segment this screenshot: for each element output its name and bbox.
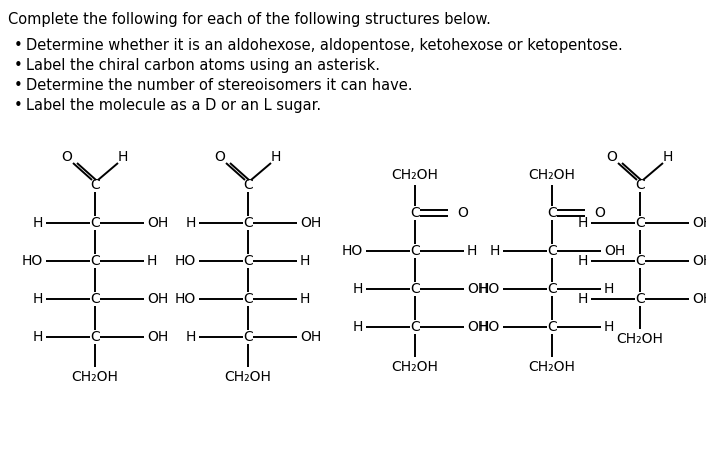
- Text: C: C: [547, 320, 557, 334]
- Text: •: •: [14, 98, 23, 113]
- Text: H: H: [467, 244, 477, 258]
- Text: C: C: [243, 216, 253, 230]
- Text: C: C: [410, 244, 420, 258]
- Text: CH₂OH: CH₂OH: [529, 360, 575, 374]
- Text: C: C: [90, 254, 100, 268]
- Text: CH₂OH: CH₂OH: [392, 168, 438, 182]
- Text: H: H: [300, 254, 311, 268]
- Text: C: C: [243, 178, 253, 192]
- Text: H: H: [271, 150, 281, 164]
- Text: OH: OH: [147, 292, 168, 306]
- Text: C: C: [410, 206, 420, 220]
- Text: HO: HO: [342, 244, 363, 258]
- Text: H: H: [147, 254, 157, 268]
- Text: Label the molecule as a D or an L sugar.: Label the molecule as a D or an L sugar.: [26, 98, 321, 113]
- Text: C: C: [243, 330, 253, 344]
- Text: C: C: [90, 216, 100, 230]
- Text: •: •: [14, 58, 23, 73]
- Text: H: H: [604, 282, 614, 296]
- Text: H: H: [300, 292, 311, 306]
- Text: HO: HO: [22, 254, 43, 268]
- Text: O: O: [215, 150, 225, 164]
- Text: H: H: [32, 330, 43, 344]
- Text: H: H: [578, 292, 588, 306]
- Text: OH: OH: [692, 254, 706, 268]
- Text: C: C: [410, 320, 420, 334]
- Text: OH: OH: [147, 216, 168, 230]
- Text: OH: OH: [147, 330, 168, 344]
- Text: O: O: [594, 206, 605, 220]
- Text: C: C: [547, 244, 557, 258]
- Text: CH₂OH: CH₂OH: [392, 360, 438, 374]
- Text: C: C: [547, 206, 557, 220]
- Text: C: C: [547, 282, 557, 296]
- Text: O: O: [457, 206, 468, 220]
- Text: Determine the number of stereoisomers it can have.: Determine the number of stereoisomers it…: [26, 78, 412, 93]
- Text: Label the chiral carbon atoms using an asterisk.: Label the chiral carbon atoms using an a…: [26, 58, 380, 73]
- Text: HO: HO: [479, 320, 500, 334]
- Text: OH: OH: [467, 320, 489, 334]
- Text: C: C: [90, 178, 100, 192]
- Text: H: H: [352, 320, 363, 334]
- Text: H: H: [118, 150, 128, 164]
- Text: O: O: [606, 150, 618, 164]
- Text: C: C: [243, 292, 253, 306]
- Text: CH₂OH: CH₂OH: [529, 168, 575, 182]
- Text: H: H: [32, 216, 43, 230]
- Text: H: H: [663, 150, 674, 164]
- Text: •: •: [14, 78, 23, 93]
- Text: C: C: [410, 282, 420, 296]
- Text: H: H: [578, 216, 588, 230]
- Text: C: C: [635, 254, 645, 268]
- Text: C: C: [90, 330, 100, 344]
- Text: C: C: [635, 292, 645, 306]
- Text: C: C: [635, 178, 645, 192]
- Text: C: C: [635, 216, 645, 230]
- Text: H: H: [186, 330, 196, 344]
- Text: HO: HO: [175, 292, 196, 306]
- Text: C: C: [90, 292, 100, 306]
- Text: OH: OH: [300, 330, 321, 344]
- Text: OH: OH: [692, 216, 706, 230]
- Text: H: H: [490, 244, 500, 258]
- Text: •: •: [14, 38, 23, 53]
- Text: HO: HO: [479, 282, 500, 296]
- Text: CH₂OH: CH₂OH: [616, 332, 664, 346]
- Text: H: H: [604, 320, 614, 334]
- Text: Complete the following for each of the following structures below.: Complete the following for each of the f…: [8, 12, 491, 27]
- Text: H: H: [352, 282, 363, 296]
- Text: OH: OH: [467, 282, 489, 296]
- Text: Determine whether it is an aldohexose, aldopentose, ketohexose or ketopentose.: Determine whether it is an aldohexose, a…: [26, 38, 623, 53]
- Text: H: H: [578, 254, 588, 268]
- Text: OH: OH: [604, 244, 626, 258]
- Text: OH: OH: [692, 292, 706, 306]
- Text: CH₂OH: CH₂OH: [71, 370, 119, 384]
- Text: OH: OH: [300, 216, 321, 230]
- Text: C: C: [243, 254, 253, 268]
- Text: CH₂OH: CH₂OH: [225, 370, 271, 384]
- Text: H: H: [186, 216, 196, 230]
- Text: H: H: [32, 292, 43, 306]
- Text: HO: HO: [175, 254, 196, 268]
- Text: O: O: [61, 150, 73, 164]
